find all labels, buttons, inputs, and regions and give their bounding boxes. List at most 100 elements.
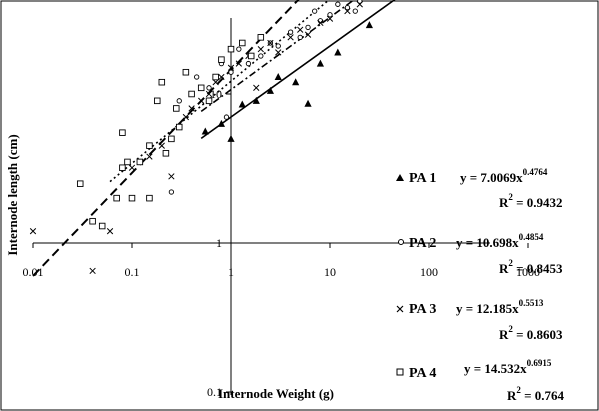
data-point-circle bbox=[327, 12, 333, 18]
legend-r-squared: R2 = 0.8603 bbox=[499, 324, 563, 342]
legend-equation: y = 10.698x0.4854 bbox=[456, 232, 544, 250]
data-point-circle bbox=[297, 34, 303, 40]
x-tick-label: 10 bbox=[324, 265, 336, 279]
data-point-circle bbox=[335, 1, 341, 7]
tick-marks bbox=[32, 93, 529, 393]
x-tick-label: 1 bbox=[228, 265, 234, 279]
legend-entry-pa1: PA 1 y = 7.0069x0.4764 R2 = 0.9432 bbox=[396, 167, 563, 210]
legend-series-name: PA 1 bbox=[409, 171, 436, 186]
tick-labels: 0.010.111010010001001010.1 bbox=[23, 87, 541, 399]
legend-r-squared: R2 = 0.9432 bbox=[499, 192, 563, 210]
data-point-square bbox=[119, 164, 126, 171]
data-point-triangle bbox=[316, 59, 325, 67]
legend-marker-circle-icon bbox=[398, 239, 404, 245]
x-axis-title: Internode Weight (g) bbox=[218, 386, 334, 401]
x-tick-label: 0.01 bbox=[23, 265, 44, 279]
fit-lines bbox=[32, 0, 396, 277]
legend-series-name: PA 2 bbox=[409, 236, 436, 251]
data-point-cross bbox=[257, 45, 264, 53]
legend-entry-pa3: PA 3 y = 12.185x0.5513 R2 = 0.8603 bbox=[396, 298, 563, 342]
data-point-cross bbox=[29, 228, 37, 235]
data-point-square bbox=[76, 180, 84, 187]
data-point-square bbox=[188, 90, 195, 98]
data-point-square bbox=[146, 194, 153, 202]
data-point-cross bbox=[227, 64, 235, 71]
data-point-triangle bbox=[334, 48, 342, 56]
data-point-cross bbox=[205, 90, 213, 98]
legend-r-squared: R2 = 0.8453 bbox=[499, 258, 563, 276]
legend-entry-pa2: PA 2 y = 10.698x0.4854 R2 = 0.8453 bbox=[398, 232, 563, 276]
data-point-circle bbox=[352, 8, 358, 14]
data-point-cross bbox=[344, 7, 351, 15]
data-point-square bbox=[218, 56, 225, 63]
legend-equation: y = 14.532x0.6915 bbox=[464, 358, 552, 376]
data-point-triangle bbox=[201, 127, 209, 135]
data-point-circle bbox=[168, 189, 175, 195]
data-point-triangle bbox=[292, 78, 300, 86]
data-point-cross bbox=[235, 60, 242, 67]
legend-equation: y = 7.0069x0.4764 bbox=[460, 167, 548, 185]
data-point-triangle bbox=[252, 96, 260, 104]
data-point-triangle bbox=[217, 119, 226, 127]
data-point-circle bbox=[245, 60, 252, 67]
data-point-square bbox=[173, 105, 180, 112]
fit-line-pa2 bbox=[200, 0, 356, 113]
data-point-square bbox=[146, 142, 153, 149]
y-tick-label: 1 bbox=[216, 236, 222, 250]
data-point-cross bbox=[218, 73, 225, 81]
y-axis-title: Internode length (cm) bbox=[5, 134, 20, 255]
data-point-square bbox=[239, 39, 246, 47]
data-point-circle bbox=[223, 114, 230, 120]
legend: PA 1 y = 7.0069x0.4764 R2 = 0.9432 PA 2 … bbox=[396, 167, 565, 403]
data-point-square bbox=[175, 123, 183, 131]
data-point-square bbox=[136, 158, 144, 166]
data-point-circle bbox=[228, 69, 234, 75]
data-point-square bbox=[119, 129, 126, 136]
data-point-cross bbox=[168, 173, 175, 180]
data-point-square bbox=[247, 52, 255, 60]
axes bbox=[33, 18, 490, 395]
data-point-cross bbox=[182, 113, 190, 121]
data-point-cross bbox=[356, 1, 363, 8]
data-point-square bbox=[197, 84, 205, 92]
data-point-circle bbox=[258, 53, 264, 59]
data-point-square bbox=[124, 158, 131, 166]
data-point-circle bbox=[275, 43, 281, 49]
data-point-circle bbox=[236, 46, 242, 52]
data-point-cross bbox=[106, 228, 114, 235]
legend-series-name: PA 4 bbox=[409, 366, 436, 381]
fit-line-pa3 bbox=[109, 0, 331, 183]
data-point-circle bbox=[176, 98, 182, 104]
legend-equation: y = 12.185x0.5513 bbox=[456, 298, 544, 316]
data-point-square bbox=[182, 68, 190, 76]
data-point-cross bbox=[128, 164, 136, 171]
data-point-cross bbox=[297, 26, 304, 33]
data-point-triangle bbox=[238, 100, 246, 108]
data-point-square bbox=[113, 194, 120, 202]
y-tick-label: 0.1 bbox=[207, 385, 222, 399]
data-point-square bbox=[162, 150, 170, 157]
data-point-cross bbox=[253, 84, 260, 91]
data-point-cross bbox=[326, 15, 334, 22]
data-point-square bbox=[205, 97, 213, 105]
data-point-square bbox=[98, 222, 106, 230]
legend-series-name: PA 3 bbox=[409, 302, 436, 317]
data-point-triangle bbox=[227, 134, 235, 142]
legend-marker-triangle-icon bbox=[396, 174, 404, 181]
x-tick-label: 0.1 bbox=[125, 265, 140, 279]
data-point-circle bbox=[194, 74, 200, 80]
data-point-cross bbox=[317, 19, 324, 27]
data-points bbox=[29, 0, 373, 275]
x-tick-label: 1000 bbox=[516, 265, 540, 279]
data-point-triangle bbox=[274, 73, 282, 81]
data-point-cross bbox=[146, 153, 153, 160]
data-point-square bbox=[154, 97, 161, 105]
data-point-cross bbox=[198, 97, 205, 104]
data-point-square bbox=[158, 78, 166, 86]
data-point-square bbox=[89, 217, 96, 225]
x-tick-label: 100 bbox=[420, 265, 438, 279]
data-point-circle bbox=[287, 29, 294, 35]
data-point-circle bbox=[206, 85, 212, 91]
